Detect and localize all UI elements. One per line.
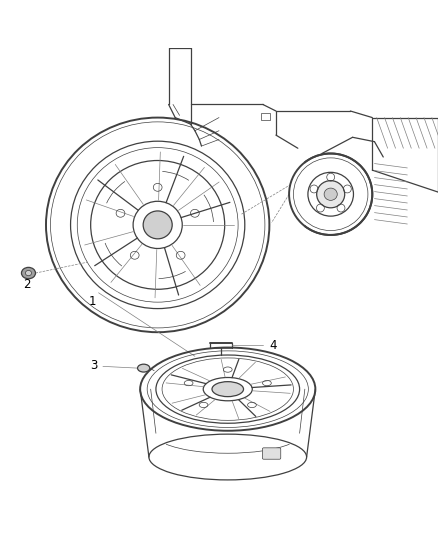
Bar bbox=[261, 113, 270, 120]
Ellipse shape bbox=[324, 188, 337, 200]
Ellipse shape bbox=[138, 364, 150, 372]
Text: 2: 2 bbox=[23, 278, 31, 290]
Text: 4: 4 bbox=[269, 339, 277, 352]
Ellipse shape bbox=[21, 268, 35, 279]
Text: 1: 1 bbox=[88, 295, 96, 308]
Ellipse shape bbox=[143, 211, 172, 239]
FancyBboxPatch shape bbox=[262, 448, 281, 459]
Ellipse shape bbox=[25, 270, 32, 276]
Ellipse shape bbox=[212, 382, 244, 397]
Ellipse shape bbox=[317, 181, 345, 208]
Text: 3: 3 bbox=[91, 359, 98, 372]
